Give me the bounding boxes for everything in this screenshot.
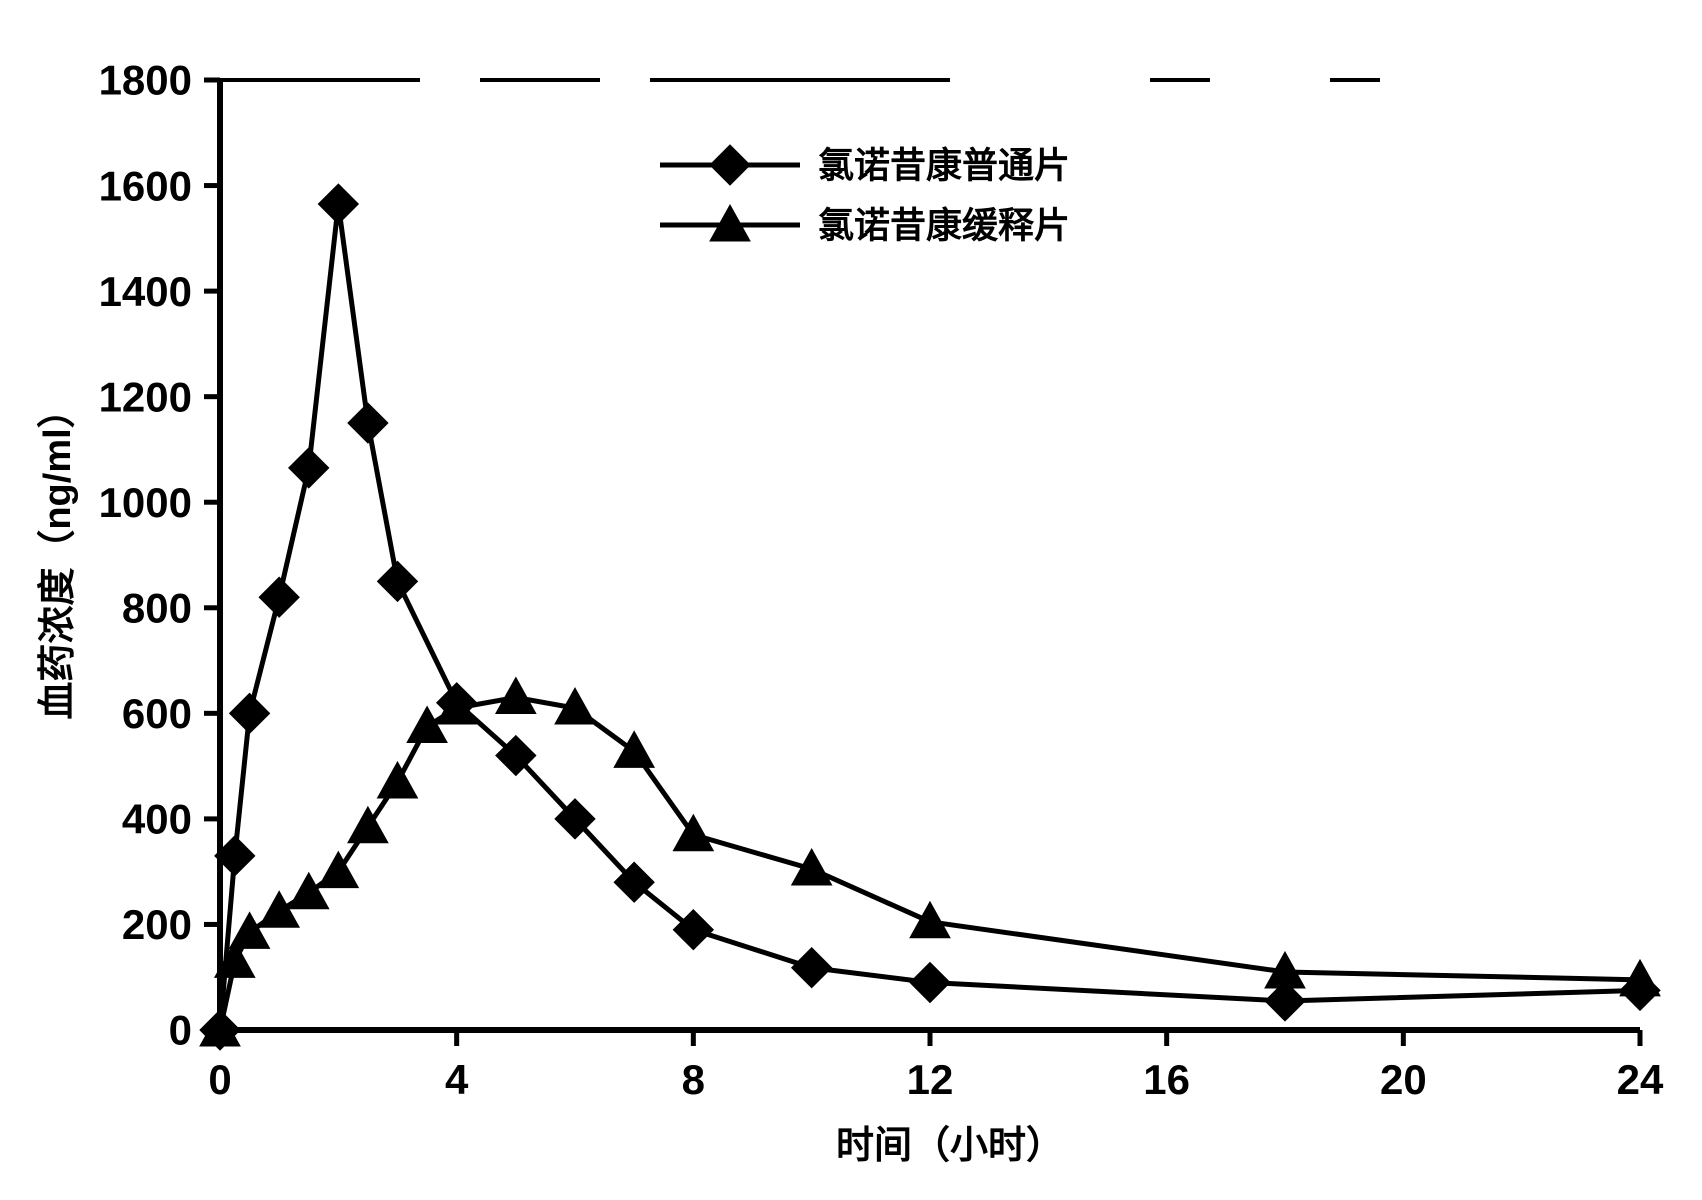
legend-label-1: 氯诺昔康缓释片 (818, 205, 1070, 246)
y-tick-label: 400 (122, 796, 192, 843)
x-tick-label: 24 (1617, 1056, 1664, 1103)
x-tick-label: 12 (907, 1056, 954, 1103)
y-tick-label: 1800 (99, 57, 192, 104)
y-tick-label: 600 (122, 690, 192, 737)
chart-container: 0 200 400 600 800 1000 1200 1400 1600 1800 0 4 8 12 16… (0, 0, 1702, 1200)
y-tick-label: 1400 (99, 268, 192, 315)
y-tick-label: 1000 (99, 479, 192, 526)
y-axis-label: 血药浓度（ng/ml） (37, 390, 79, 719)
x-tick-label: 4 (445, 1056, 469, 1103)
chart-svg: 0 200 400 600 800 1000 1200 1400 1600 1800 0 4 8 12 16… (0, 0, 1702, 1200)
legend-label-0: 氯诺昔康普通片 (818, 145, 1070, 186)
x-tick-label: 20 (1380, 1056, 1427, 1103)
x-tick-label: 0 (208, 1056, 231, 1103)
x-tick-label: 16 (1143, 1056, 1190, 1103)
y-tick-label: 1200 (99, 373, 192, 420)
y-tick-label: 0 (169, 1007, 192, 1054)
y-tick-label: 800 (122, 584, 192, 631)
x-tick-label: 8 (682, 1056, 705, 1103)
x-axis-label: 时间（小时） (836, 1125, 1064, 1167)
y-tick-label: 1600 (99, 162, 192, 209)
y-tick-label: 200 (122, 901, 192, 948)
